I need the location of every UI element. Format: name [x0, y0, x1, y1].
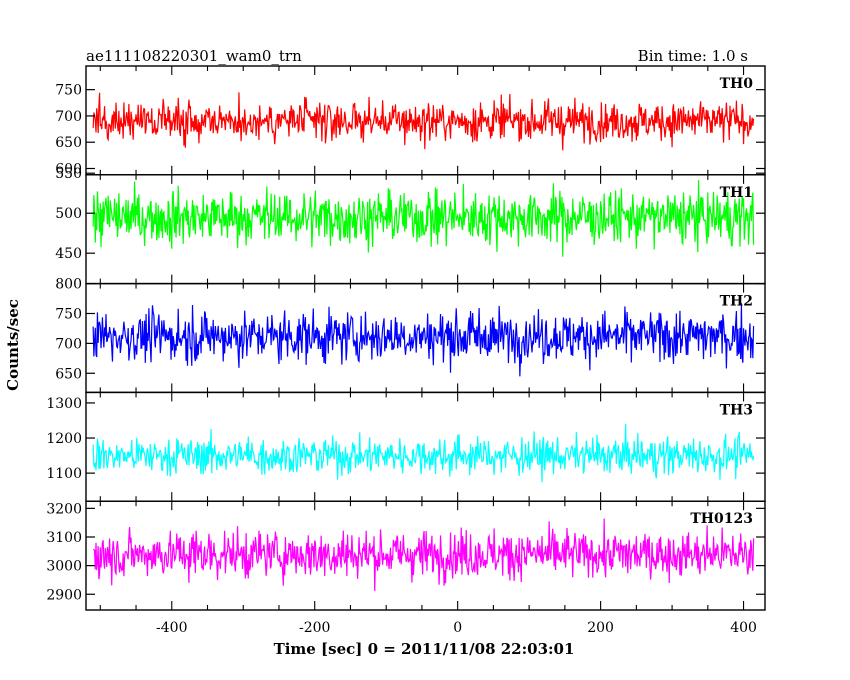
y-tick-label-th2: 800	[55, 277, 82, 293]
light-curve-th0123	[93, 519, 753, 591]
x-tick-label: 200	[587, 620, 614, 636]
y-tick-label-th1: 500	[55, 206, 82, 222]
x-tick-label: -200	[299, 620, 330, 636]
panel-label-th0: TH0	[720, 76, 754, 92]
panel-label-th1: TH1	[720, 185, 753, 201]
y-tick-label-th2: 700	[55, 336, 82, 352]
y-tick-label-th1: 550	[55, 166, 82, 182]
y-tick-label-th3: 1300	[46, 396, 82, 412]
y-tick-label-th0: 750	[55, 83, 82, 99]
y-tick-label-th3: 1100	[46, 466, 82, 482]
y-tick-label-th2: 650	[55, 366, 82, 382]
y-tick-label-th0: 700	[55, 109, 82, 125]
bin-time-label: Bin time: 1.0 s	[638, 47, 748, 65]
panel-label-th0123: TH0123	[690, 511, 753, 527]
panel-th2: 650 700 750 800 TH2	[55, 277, 765, 393]
x-axis-label: Time [sec] 0 = 2011/11/08 22:03:01	[274, 640, 575, 658]
light-curve-th1	[93, 180, 753, 257]
x-tick-label: 400	[730, 620, 757, 636]
light-curve-th2	[93, 303, 753, 376]
light-curve-th0	[93, 92, 753, 150]
y-tick-label-th2: 750	[55, 306, 82, 322]
y-tick-label-th0: 650	[55, 135, 82, 151]
y-tick-label-th0123: 2900	[46, 587, 82, 603]
chart-title: ae111108220301_wam0_trn	[86, 47, 302, 65]
panel-label-th3: TH3	[720, 402, 753, 418]
x-tick-label: -400	[156, 620, 187, 636]
y-tick-label-th0123: 3000	[46, 559, 82, 575]
light-curve-th3	[93, 424, 753, 482]
x-tick-label: 0	[453, 620, 462, 636]
y-tick-label-th1: 450	[55, 246, 82, 262]
y-axis-label: Counts/sec	[4, 299, 22, 391]
panel-th0123: 2900 3000 3100 3200 TH0123	[46, 501, 765, 610]
y-tick-label-th3: 1200	[46, 431, 82, 447]
y-tick-label-th0123: 3200	[46, 501, 82, 517]
panel-label-th2: TH2	[720, 294, 753, 310]
y-tick-label-th0123: 3100	[46, 530, 82, 546]
panel-th1: 450 500 550 TH1	[55, 166, 765, 283]
panel-th3: 1100 1200 1300 TH3	[46, 392, 765, 501]
